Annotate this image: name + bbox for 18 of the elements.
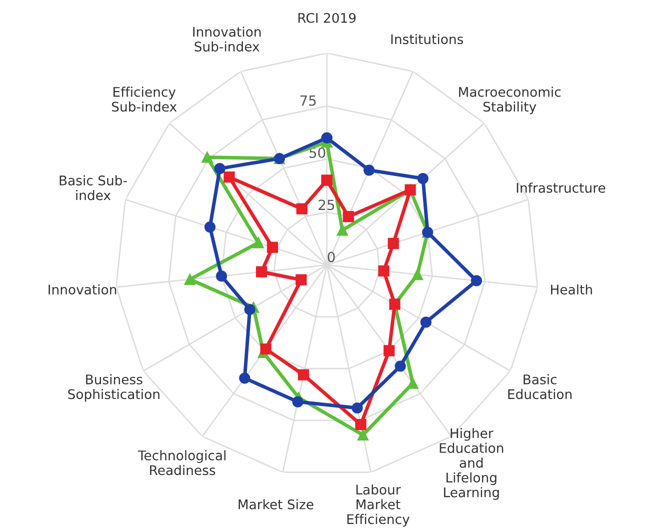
spoke-label: Business Sophistication [68, 374, 160, 402]
spoke-label: Technological Readiness [138, 450, 226, 476]
y-tick-label: 25 [318, 200, 334, 210]
spoke-label: Market Size [238, 499, 314, 510]
spoke-label: RCI 2019 [298, 12, 356, 23]
y-tick-label: 0 [328, 252, 335, 262]
spoke-label: Macroeconomic Stability [459, 86, 561, 114]
spoke-label: Labour Market Efficiency [347, 484, 410, 527]
spoke-label: Basic Education [508, 374, 572, 400]
spoke-label: Institutions [391, 34, 464, 44]
spoke-label: Health [551, 284, 592, 295]
spoke-label: Higher Education and Lifelong Learning [440, 428, 504, 500]
y-tick-label: 75 [300, 95, 316, 106]
spoke-label: Basic Sub- index [60, 175, 127, 200]
spoke-label: Infrastructure [516, 182, 606, 193]
spoke-label: Innovation Sub-index [193, 26, 261, 52]
spoke-label: Efficiency Sub-index [112, 86, 177, 112]
spoke-label: Innovation [48, 284, 116, 295]
